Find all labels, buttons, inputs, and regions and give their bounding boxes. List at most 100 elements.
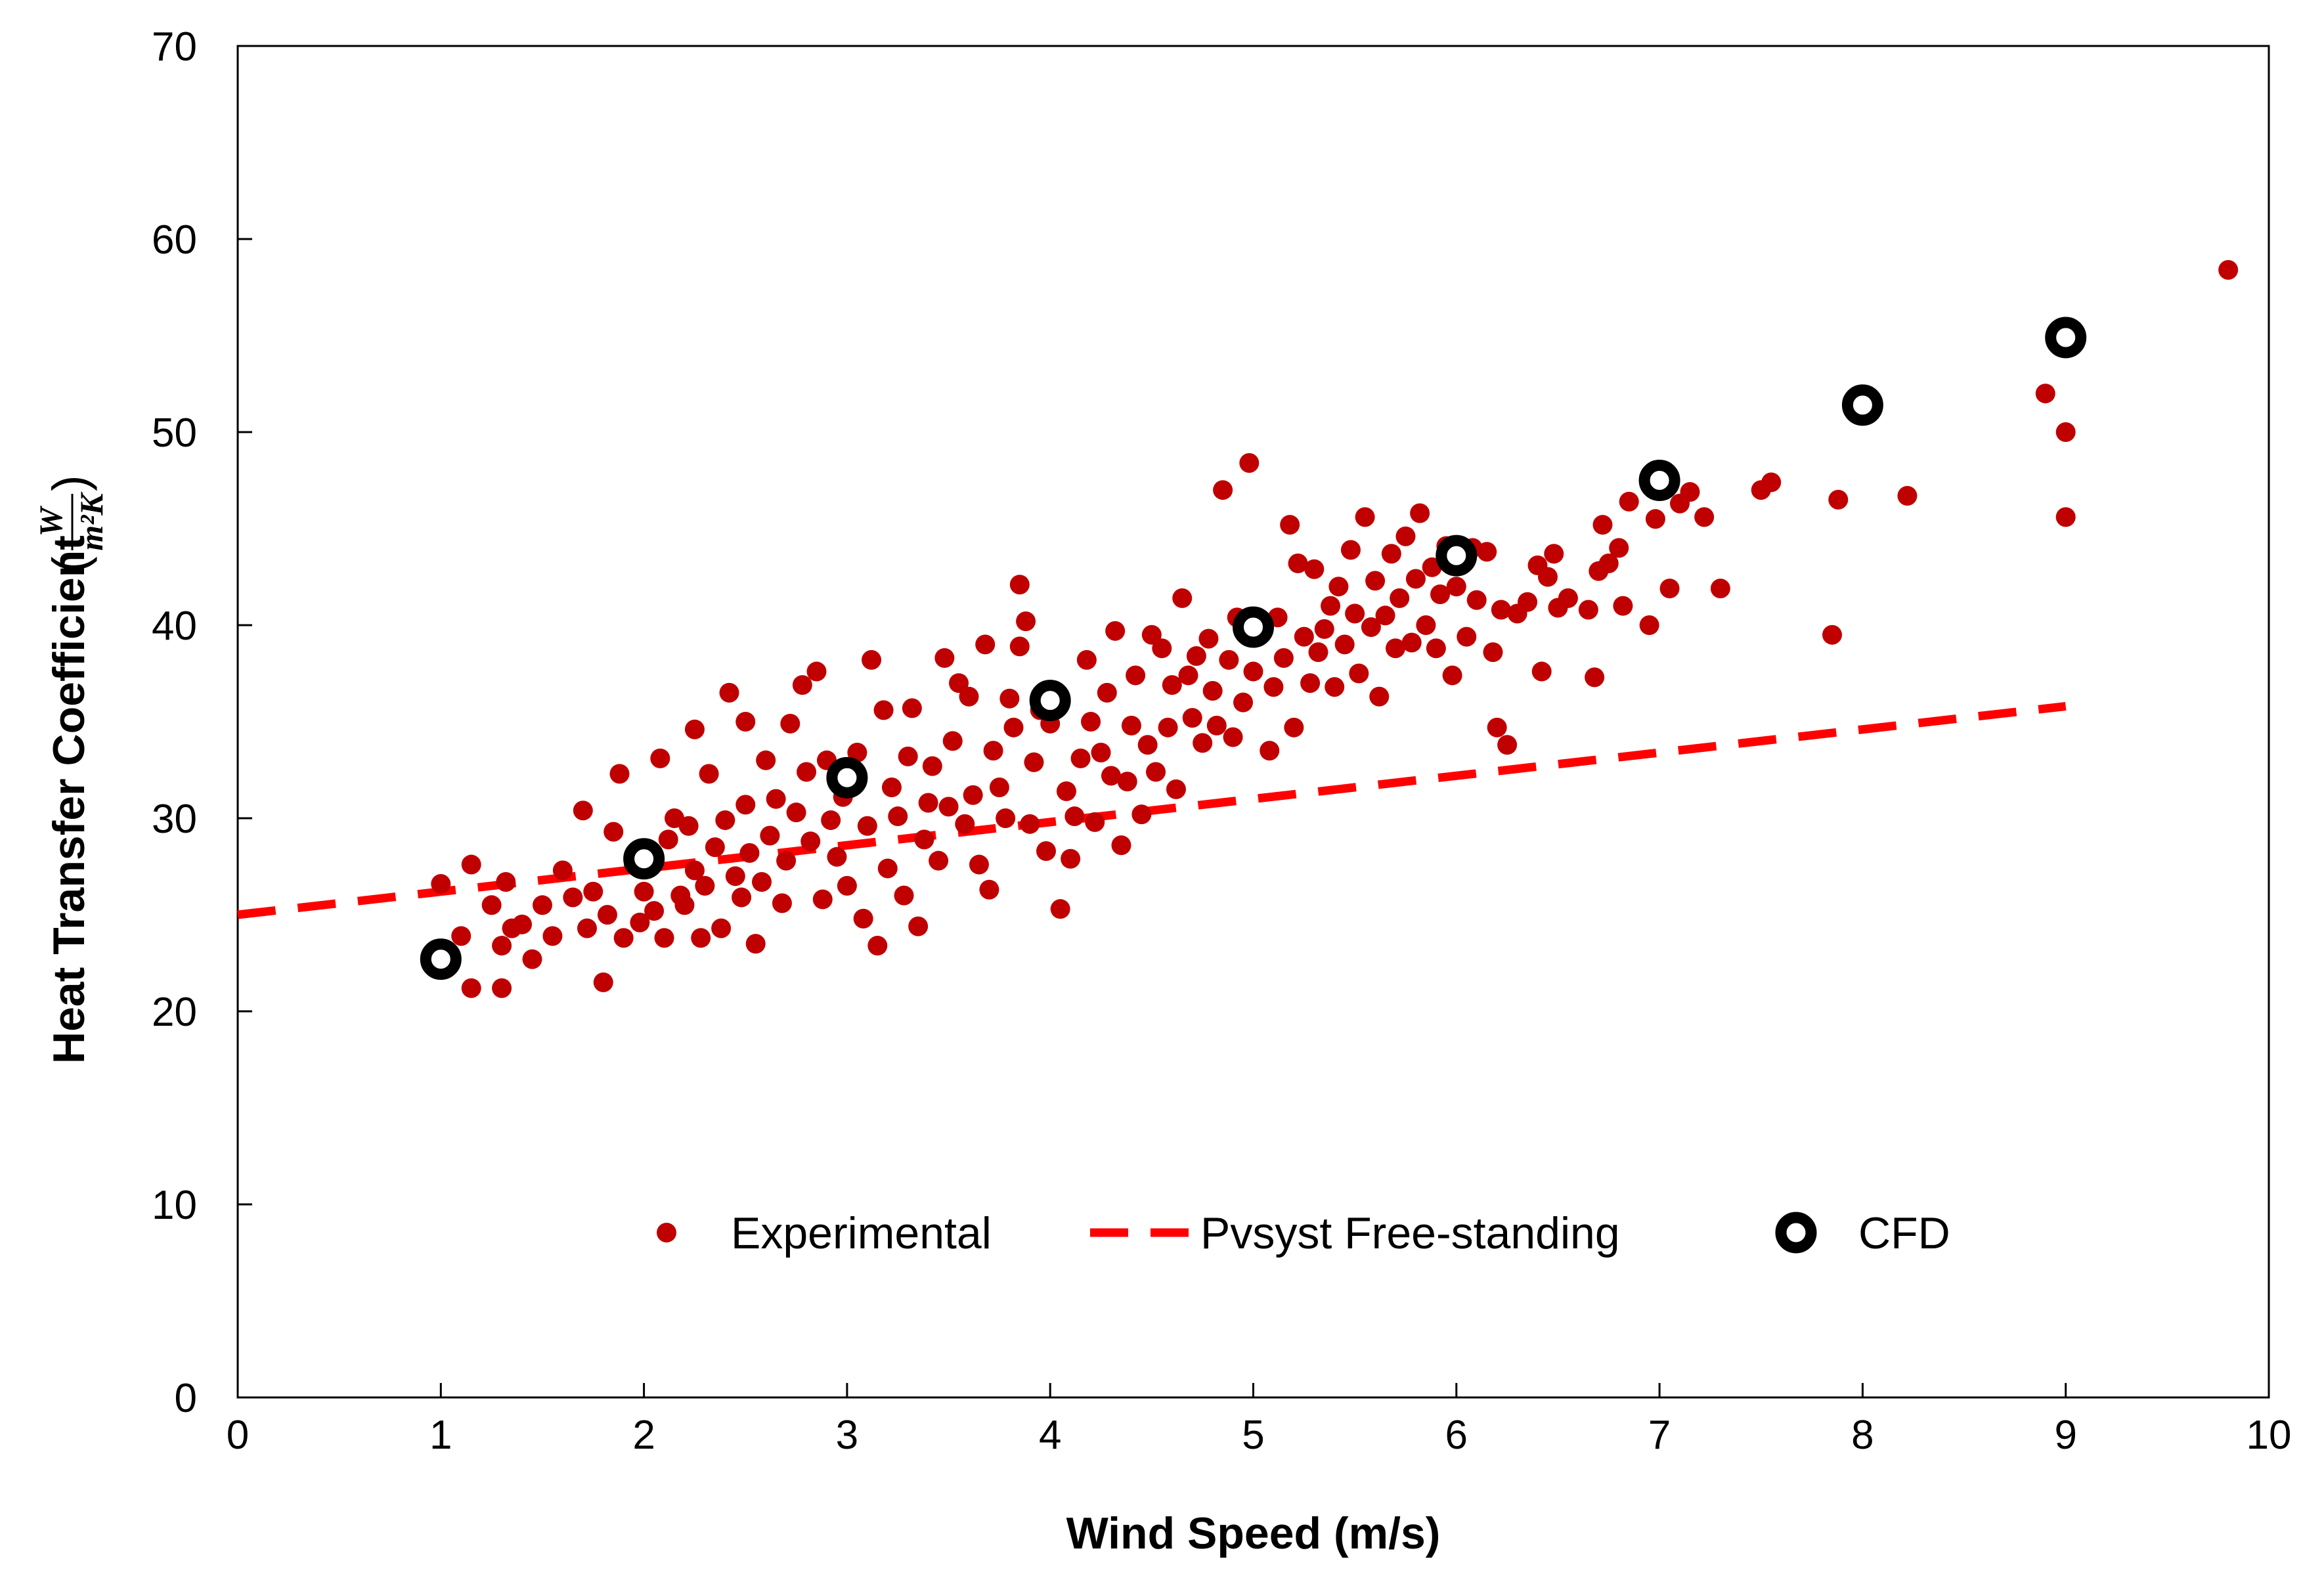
y-unit-paren-open: ( bbox=[43, 556, 97, 573]
experimental-point bbox=[1659, 579, 1680, 599]
experimental-point bbox=[1680, 482, 1700, 502]
experimental-point bbox=[745, 934, 766, 954]
experimental-point bbox=[1219, 649, 1239, 670]
experimental-point bbox=[1578, 600, 1598, 620]
experimental-point bbox=[1152, 638, 1172, 659]
y-unit-denominator: m²K bbox=[73, 491, 110, 551]
axes-layer: 0 1 2 3 4 5 6 7 8 9 10 0 10 20 30 40 50 60 70 bbox=[152, 24, 2291, 1458]
x-tick-label: 8 bbox=[1851, 1413, 1874, 1458]
experimental-point bbox=[1345, 603, 1365, 624]
experimental-point bbox=[1497, 735, 1518, 755]
experimental-point bbox=[1340, 540, 1361, 560]
y-axis-title-group: Heat Transfer Coefficient(W m²K) bbox=[32, 475, 110, 1064]
experimental-point bbox=[929, 850, 949, 871]
experimental-point bbox=[1328, 577, 1349, 597]
experimental-point bbox=[577, 918, 597, 938]
experimental-point bbox=[989, 777, 1009, 797]
experimental-point bbox=[837, 875, 857, 896]
plot-frame bbox=[236, 45, 2270, 1399]
experimental-point bbox=[942, 731, 963, 751]
experimental-point bbox=[1416, 615, 1436, 635]
experimental-point bbox=[1105, 621, 1126, 641]
experimental-point bbox=[1273, 647, 1294, 668]
y-tick-label: 70 bbox=[152, 24, 197, 70]
experimental-point bbox=[603, 822, 624, 842]
experimental-point bbox=[1186, 646, 1206, 667]
experimental-point bbox=[542, 926, 563, 946]
experimental-point bbox=[1585, 667, 1605, 688]
experimental-point bbox=[1446, 577, 1466, 597]
y-axis-title: Heat Transfer Coefficient bbox=[44, 535, 94, 1064]
experimental-point bbox=[650, 748, 670, 768]
experimental-point bbox=[2035, 384, 2055, 404]
legend-cfd-marker bbox=[1775, 1212, 1817, 1254]
experimental-point bbox=[563, 887, 583, 908]
experimental-point bbox=[934, 647, 955, 668]
x-tick-label: 2 bbox=[632, 1413, 655, 1458]
experimental-point bbox=[1126, 665, 1146, 686]
experimental-point bbox=[609, 764, 630, 784]
experimental-point bbox=[975, 634, 996, 655]
experimental-point bbox=[821, 810, 841, 830]
experimental-point bbox=[1050, 899, 1070, 919]
experimental-point bbox=[2055, 507, 2076, 527]
experimental-point bbox=[1288, 553, 1308, 573]
experimental-point bbox=[1131, 804, 1152, 825]
experimental-point bbox=[1206, 715, 1227, 735]
experimental-point bbox=[1349, 663, 1369, 684]
experimental-point bbox=[806, 661, 827, 682]
experimental-point bbox=[695, 875, 715, 896]
y-tick-label: 20 bbox=[152, 990, 197, 1035]
experimental-point bbox=[1024, 752, 1044, 772]
experimental-point bbox=[1645, 509, 1665, 529]
experimental-point bbox=[1592, 515, 1613, 535]
experimental-point bbox=[684, 719, 705, 739]
axis-titles: Wind Speed (m/s) Heat Transfer Coefficien… bbox=[32, 475, 1440, 1558]
experimental-point bbox=[1694, 507, 1715, 527]
experimental-point bbox=[699, 764, 719, 784]
experimental-points-layer bbox=[431, 260, 2239, 998]
experimental-point bbox=[1390, 588, 1410, 608]
experimental-point bbox=[1487, 717, 1507, 737]
experimental-point bbox=[1111, 835, 1131, 856]
experimental-point bbox=[481, 895, 502, 915]
x-tick-label: 1 bbox=[429, 1413, 452, 1458]
experimental-point bbox=[1003, 717, 1024, 737]
x-axis-title: Wind Speed (m/s) bbox=[1066, 1508, 1441, 1558]
experimental-point bbox=[512, 914, 533, 934]
experimental-point bbox=[1457, 626, 1477, 647]
x-tick-label: 0 bbox=[227, 1413, 249, 1458]
experimental-point bbox=[902, 698, 922, 718]
experimental-point bbox=[908, 916, 929, 936]
experimental-point bbox=[1334, 634, 1355, 655]
experimental-point bbox=[959, 686, 979, 707]
experimental-point bbox=[1639, 615, 1659, 635]
experimental-point bbox=[691, 928, 711, 948]
experimental-point bbox=[1121, 715, 1141, 735]
experimental-point bbox=[1761, 472, 1782, 493]
x-tick-label: 9 bbox=[2054, 1413, 2076, 1458]
experimental-point bbox=[922, 756, 942, 776]
experimental-point bbox=[1020, 814, 1040, 834]
cfd-point bbox=[1436, 535, 1478, 577]
experimental-point bbox=[797, 762, 817, 782]
experimental-point bbox=[1442, 665, 1462, 686]
y-tick-label: 0 bbox=[175, 1376, 197, 1421]
experimental-point bbox=[1009, 575, 1030, 595]
experimental-point bbox=[780, 713, 800, 734]
y-tick-label: 60 bbox=[152, 217, 197, 263]
experimental-point bbox=[552, 860, 573, 881]
experimental-point bbox=[1477, 542, 1497, 562]
experimental-point bbox=[1491, 600, 1511, 620]
experimental-point bbox=[888, 806, 908, 827]
experimental-point bbox=[1280, 515, 1300, 535]
x-tick-label: 7 bbox=[1648, 1413, 1671, 1458]
experimental-point bbox=[1430, 584, 1451, 604]
experimental-point bbox=[898, 746, 918, 766]
experimental-point bbox=[732, 887, 752, 908]
experimental-point bbox=[812, 889, 833, 910]
experimental-point bbox=[1182, 708, 1202, 728]
experimental-point bbox=[776, 850, 797, 871]
experimental-point bbox=[1483, 642, 1503, 663]
experimental-point bbox=[630, 912, 650, 933]
